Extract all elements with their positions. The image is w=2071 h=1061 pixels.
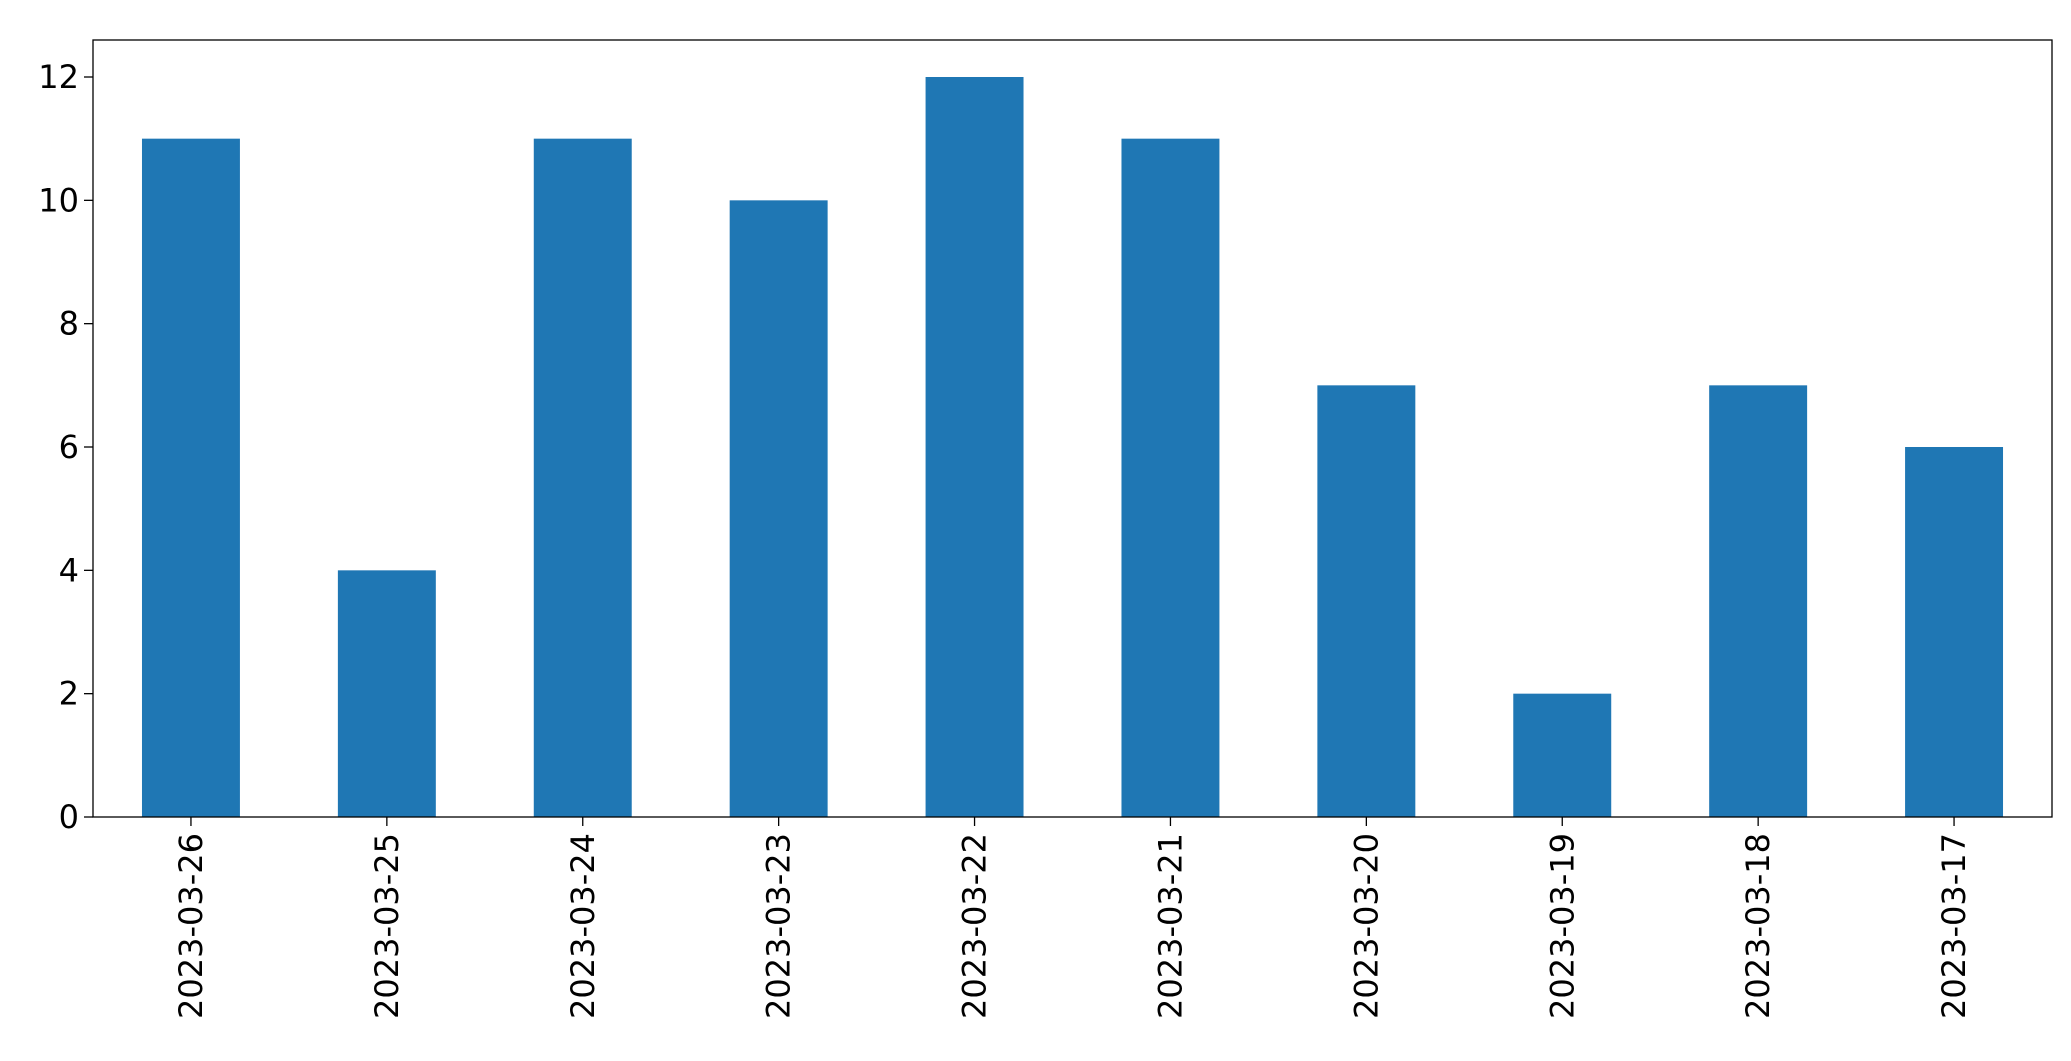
x-tick-label: 2023-03-26	[172, 833, 210, 1019]
y-tick-label: 2	[59, 675, 79, 713]
bar	[925, 77, 1024, 817]
bar	[1905, 447, 2004, 817]
x-tick-label: 2023-03-17	[1935, 833, 1973, 1019]
y-tick-label: 12	[38, 58, 79, 96]
y-tick-label: 8	[59, 305, 79, 343]
y-tick-label: 6	[59, 428, 79, 466]
x-tick-label: 2023-03-21	[1151, 833, 1189, 1019]
bar	[1121, 138, 1220, 817]
x-tick-label: 2023-03-23	[760, 833, 798, 1019]
bar	[729, 200, 828, 818]
bar	[337, 570, 436, 817]
bar	[1513, 693, 1612, 817]
y-tick-label: 10	[38, 181, 79, 219]
bar	[533, 138, 632, 817]
bar	[141, 138, 240, 817]
bar	[1709, 385, 1808, 817]
x-tick-label: 2023-03-22	[956, 833, 994, 1019]
plot-frame	[92, 39, 2053, 818]
x-tick-label: 2023-03-18	[1739, 833, 1777, 1019]
y-tick-label: 0	[59, 798, 79, 836]
x-tick-label: 2023-03-20	[1347, 833, 1385, 1019]
x-tick-label: 2023-03-19	[1543, 833, 1581, 1019]
bar	[1317, 385, 1416, 817]
y-tick-label: 4	[59, 551, 79, 589]
x-tick-label: 2023-03-24	[564, 833, 602, 1019]
x-tick-label: 2023-03-25	[368, 833, 406, 1019]
